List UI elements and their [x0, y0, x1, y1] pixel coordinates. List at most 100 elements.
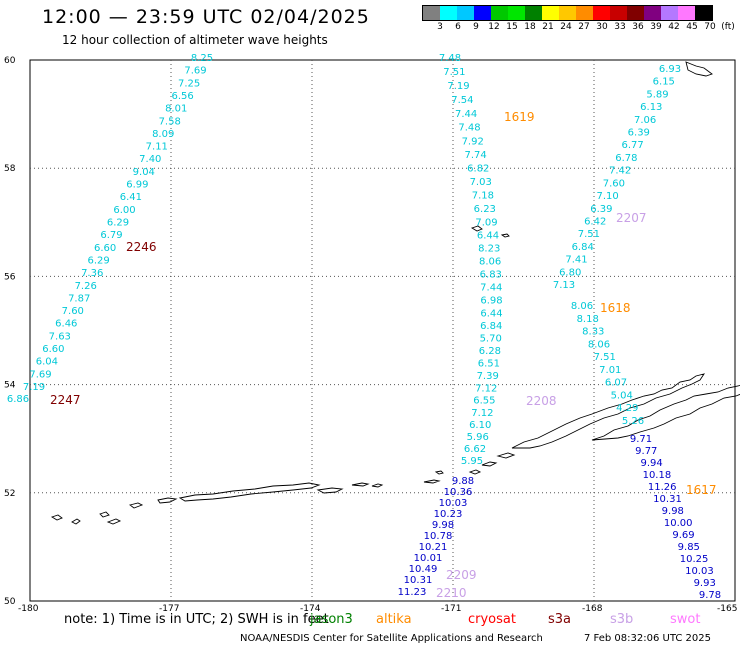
- wave-height-value: 9.78: [699, 590, 721, 601]
- lon-tick-label: -165: [717, 604, 737, 614]
- scale-tick-label: 15: [506, 22, 518, 32]
- lon-tick-label: -171: [441, 604, 461, 614]
- color-swatch: [474, 6, 491, 20]
- wave-height-value: 7.42: [609, 166, 631, 177]
- legend-item-cryosat: cryosat: [468, 612, 516, 627]
- wave-height-value: 8.01: [165, 104, 187, 115]
- alaska-peninsula: [591, 61, 740, 441]
- pribilof-islands: [470, 225, 510, 238]
- wave-height-value: 9.94: [640, 458, 662, 469]
- wave-height-value: 5.04: [611, 390, 633, 401]
- wave-height-value: 7.25: [178, 78, 200, 89]
- lat-tick-label: 60: [4, 56, 16, 66]
- wave-height-value: 7.69: [184, 66, 206, 77]
- wave-height-value: 7.26: [75, 281, 97, 292]
- wave-height-value: 6.29: [87, 256, 109, 267]
- wave-height-value: 6.78: [615, 153, 637, 164]
- wave-height-value: 6.84: [572, 242, 594, 253]
- wave-height-value: 7.18: [472, 191, 494, 202]
- color-swatch: [661, 6, 678, 20]
- scale-tick-label: 12: [488, 22, 500, 32]
- wave-height-value: 10.25: [680, 554, 709, 565]
- color-swatch: [525, 6, 542, 20]
- wave-height-value: 7.01: [599, 365, 621, 376]
- wave-height-value: 7.60: [603, 178, 625, 189]
- wave-height-value: 6.07: [605, 378, 627, 389]
- lat-tick-label: 50: [4, 597, 16, 607]
- lat-lon-grid: [30, 60, 735, 601]
- wave-height-value: 6.23: [474, 204, 496, 215]
- generated-timestamp: 7 Feb 08:32:06 UTC 2025: [584, 633, 711, 644]
- wave-height-value: 6.44: [480, 308, 502, 319]
- lat-tick-label: 52: [4, 489, 15, 499]
- wave-height-value: 8.09: [152, 129, 174, 140]
- wave-height-value: 7.60: [62, 306, 84, 317]
- scale-tick-label: 45: [686, 22, 698, 32]
- scale-unit: (ft): [721, 22, 735, 32]
- lon-tick-label: -174: [300, 604, 321, 614]
- wave-height-value: 5.70: [480, 334, 502, 345]
- wave-height-value: 6.10: [469, 420, 491, 431]
- wave-height-value: 7.12: [475, 384, 497, 395]
- color-swatch: [440, 6, 457, 20]
- wave-height-value: 6.93: [659, 64, 681, 75]
- wave-height-value: 6.60: [42, 344, 64, 355]
- aleutian-islands-west: [50, 497, 178, 525]
- track-pass-label: 2247: [50, 393, 81, 407]
- wave-height-value: 9.85: [678, 542, 700, 553]
- wave-height-value: 6.04: [36, 357, 58, 368]
- color-swatch: [457, 6, 474, 20]
- wave-height-value: 8.33: [582, 327, 604, 338]
- lat-tick-label: 54: [4, 381, 16, 391]
- wave-height-value: 9.71: [630, 434, 652, 445]
- scale-tick-label: 9: [473, 22, 479, 32]
- color-scale-labels: 3 6 9 12 15 18 21 24 27 30 33 36 39 42 45 70 (ft): [422, 21, 735, 33]
- wave-height-value: 6.51: [478, 359, 500, 370]
- wave-height-value: 5.26: [622, 416, 644, 427]
- track-pass-label: 2208: [526, 394, 557, 408]
- wave-height-value: 6.98: [480, 296, 502, 307]
- credit-text: NOAA/NESDIS Center for Satellite Applica…: [240, 633, 543, 644]
- wave-height-value: 6.39: [628, 128, 650, 139]
- legend-item-swot: swot: [670, 612, 701, 627]
- wave-height-value: 10.78: [424, 531, 453, 542]
- wave-height-value: 6.00: [113, 205, 135, 216]
- color-swatch: [576, 6, 593, 20]
- scale-tick-label: 70: [704, 22, 716, 32]
- scale-tick-label: 21: [542, 22, 554, 32]
- color-swatch: [559, 6, 576, 20]
- color-swatch: [678, 6, 695, 20]
- scale-tick-label: 27: [578, 22, 590, 32]
- wave-height-value: 6.77: [621, 140, 643, 151]
- scale-tick-label: 36: [632, 22, 644, 32]
- wave-height-value: 6.28: [479, 346, 501, 357]
- lat-tick-label: 58: [4, 164, 16, 174]
- aleutian-islands-central: [178, 470, 444, 502]
- wave-height-value: 10.21: [419, 542, 448, 553]
- scale-tick-label: 18: [524, 22, 536, 32]
- wave-height-value: 10.00: [664, 518, 693, 529]
- wave-height-value: 7.74: [464, 150, 486, 161]
- wave-height-value: 9.04: [133, 167, 155, 178]
- wave-height-value: 9.98: [432, 520, 454, 531]
- legend-item-jason3: jason3: [310, 612, 353, 627]
- wave-height-value: 10.36: [444, 487, 473, 498]
- wave-height-value: 6.46: [55, 319, 77, 330]
- color-swatch: [542, 6, 559, 20]
- wave-height-value: 7.11: [146, 142, 168, 153]
- scale-tick-label: 3: [437, 22, 443, 32]
- wave-height-value: 6.41: [120, 192, 142, 203]
- wave-height-value: 6.44: [477, 231, 499, 242]
- wave-height-value: 7.54: [451, 95, 473, 106]
- wave-height-value: 7.19: [23, 382, 45, 393]
- wave-height-value: 7.36: [81, 268, 103, 279]
- footer-note: note: 1) Time is in UTC; 2) SWH is in fe…: [64, 612, 329, 627]
- scale-tick-label: 24: [560, 22, 572, 32]
- wave-height-value: 7.87: [68, 293, 90, 304]
- wave-height-value: 7.48: [458, 123, 480, 134]
- axis-tick-labels: 60 58 56 54 52 50-180 -177 -174 -171 -168 -165: [4, 56, 737, 614]
- aleutian-islands-east: [468, 373, 706, 475]
- track-pass-label: 2246: [126, 240, 157, 254]
- track-pass-label: 1618: [600, 301, 631, 315]
- color-swatch: [627, 6, 644, 20]
